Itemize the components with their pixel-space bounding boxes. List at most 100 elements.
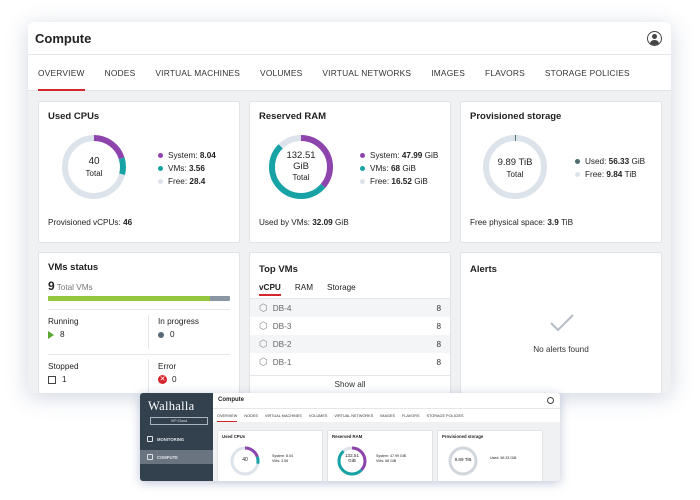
tab-overview[interactable]: OVERVIEW xyxy=(38,55,85,91)
used-cpus-card: Used CPUs 40 Total System: 8.04 VMs: 3.5… xyxy=(38,101,240,243)
status-running[interactable]: Running 8 xyxy=(48,317,79,339)
legend-dot xyxy=(575,159,580,164)
no-alerts-text: No alerts found xyxy=(533,345,589,354)
status-label: Running xyxy=(48,317,79,326)
legend-label: VMs: xyxy=(168,164,187,173)
mini-donut-total: 132.51 GiB xyxy=(335,453,369,463)
status-value: 1 xyxy=(62,375,67,384)
mini-tabs: OVERVIEW NODES VIRTUAL MACHINES VOLUMES … xyxy=(213,408,560,422)
vm-row[interactable]: ⬡ DB-1 8 xyxy=(250,353,450,371)
legend-dot xyxy=(360,153,365,158)
status-value-row: 8 xyxy=(48,330,79,339)
vm-row[interactable]: ⬡ DB-2 8 xyxy=(250,335,450,353)
tab-nodes[interactable]: NODES xyxy=(104,67,136,78)
tab-storage-policies[interactable]: STORAGE POLICIES xyxy=(544,67,630,78)
donut-total: 40 xyxy=(88,156,100,167)
mini-card-title: Provisioned storage xyxy=(442,434,484,439)
vm-row[interactable]: ⬡ DB-3 8 xyxy=(250,317,450,335)
legend-unit: GiB xyxy=(424,151,439,160)
divider xyxy=(48,354,230,355)
vm-value: 8 xyxy=(436,357,441,367)
vm-row[interactable]: ⬡ DB-4 8 xyxy=(250,299,450,317)
mini-card-title: Used CPUs xyxy=(222,434,246,439)
show-all-link[interactable]: Show all xyxy=(334,380,366,389)
mini-tab[interactable]: FLAVORS xyxy=(402,413,420,418)
legend-dot xyxy=(158,153,163,158)
card-title: Reserved RAM xyxy=(259,111,327,122)
top-vms-list: ⬡ DB-4 8 ⬡ DB-3 8 ⬡ DB-2 8 ⬡ DB-1 8 xyxy=(250,299,450,371)
tab-ram[interactable]: RAM xyxy=(294,283,314,292)
user-icon[interactable] xyxy=(547,397,554,404)
legend-system: System: 8.04 xyxy=(158,149,216,162)
mini-tab[interactable]: VIRTUAL MACHINES xyxy=(264,413,302,418)
tab-bar: OVERVIEW NODES VIRTUAL MACHINES VOLUMES … xyxy=(28,54,671,91)
card-title: Provisioned storage xyxy=(470,111,562,122)
donut-segment-free xyxy=(269,135,333,199)
legend-value: 16.52 xyxy=(391,177,412,186)
vm-name-cell: ⬡ DB-3 xyxy=(259,321,436,332)
vm-name: DB-4 xyxy=(272,303,292,313)
mini-preview: Walhalla VIP-Cloud MONITORING COMPUTE Co… xyxy=(140,393,560,481)
legend-label: Used: xyxy=(585,157,607,166)
mini-tab[interactable]: STORAGE POLICIES xyxy=(426,413,464,418)
tab-flavors[interactable]: FLAVORS xyxy=(485,67,525,78)
legend-dot xyxy=(360,179,365,184)
cube-icon: ⬡ xyxy=(259,338,268,350)
play-icon xyxy=(48,330,54,339)
sidebar-item-compute[interactable]: COMPUTE xyxy=(140,450,213,464)
user-icon[interactable] xyxy=(647,30,662,46)
cube-icon: ⬡ xyxy=(259,320,268,332)
mini-legend-item: Used: 56.33 GiB xyxy=(490,456,517,460)
logo: Walhalla xyxy=(148,399,195,413)
legend-label: Free: xyxy=(168,177,188,186)
tab-images[interactable]: IMAGES xyxy=(431,67,465,78)
mini-sidebar: Walhalla VIP-Cloud MONITORING COMPUTE xyxy=(140,393,213,481)
vm-name-cell: ⬡ DB-4 xyxy=(259,303,436,314)
legend-label: VMs: xyxy=(370,164,389,173)
vm-name: DB-2 xyxy=(272,339,292,349)
status-value-row: 1 xyxy=(48,375,79,384)
mini-card-cpus: Used CPUs 40 System: 8.04 VMs: 3.56 xyxy=(217,430,323,481)
donut-segment-free xyxy=(62,135,126,199)
mini-legend-item: VMs: 3.56 xyxy=(272,459,289,463)
mini-tab[interactable]: OVERVIEW xyxy=(217,413,238,422)
donut-total: 132.51 xyxy=(286,150,316,161)
sidebar-item-label: COMPUTE xyxy=(157,454,178,460)
footer-unit: GiB xyxy=(335,218,349,227)
mini-tab[interactable]: VOLUMES xyxy=(308,413,328,418)
status-value: 8 xyxy=(60,330,65,339)
mini-card-storage: Provisioned storage 9.89 TiB Used: 56.33… xyxy=(437,430,543,481)
mini-tab[interactable]: NODES xyxy=(244,413,258,418)
mini-title: Compute xyxy=(218,397,244,403)
tab-vcpu[interactable]: vCPU xyxy=(259,283,281,296)
legend-dot xyxy=(158,166,163,171)
checkmark-icon xyxy=(550,314,574,332)
footer-value: 3.9 xyxy=(547,218,559,227)
status-value-row: ✕ 0 xyxy=(158,375,177,384)
legend-dot xyxy=(158,179,163,184)
tab-virtual-machines[interactable]: VIRTUAL MACHINES xyxy=(155,67,241,78)
sidebar-item-monitoring[interactable]: MONITORING xyxy=(140,432,213,446)
donut-total-label: Total xyxy=(85,169,103,178)
legend-vms: VMs: 3.56 xyxy=(158,162,216,175)
status-error[interactable]: Error ✕ 0 xyxy=(158,362,177,384)
alerts-card: Alerts No alerts found xyxy=(460,252,662,393)
tab-volumes[interactable]: VOLUMES xyxy=(260,67,303,78)
footer-label: Free physical space: xyxy=(470,218,546,227)
compute-icon xyxy=(147,454,153,460)
status-in-progress[interactable]: In progress 0 xyxy=(158,317,199,339)
legend-system: System: 47.99 GiB xyxy=(360,149,438,162)
mini-tab[interactable]: IMAGES xyxy=(380,413,396,418)
tab-storage[interactable]: Storage xyxy=(327,283,356,292)
donut-segment-free xyxy=(483,135,547,199)
legend-value: 56.33 xyxy=(608,157,630,166)
card-footer: Used by VMs: 32.09 GiB xyxy=(259,218,349,227)
legend-unit: GiB xyxy=(631,157,646,166)
status-stopped[interactable]: Stopped 1 xyxy=(48,362,79,384)
legend-label: Free: xyxy=(585,170,605,179)
status-label: Error xyxy=(158,362,177,371)
provisioned-storage-donut xyxy=(483,135,547,199)
mini-tab[interactable]: VIRTUAL NETWORKS xyxy=(334,413,374,418)
legend: System: 8.04 VMs: 3.56 Free: 28.4 xyxy=(158,149,216,188)
tab-virtual-networks[interactable]: VIRTUAL NETWORKS xyxy=(322,67,412,78)
